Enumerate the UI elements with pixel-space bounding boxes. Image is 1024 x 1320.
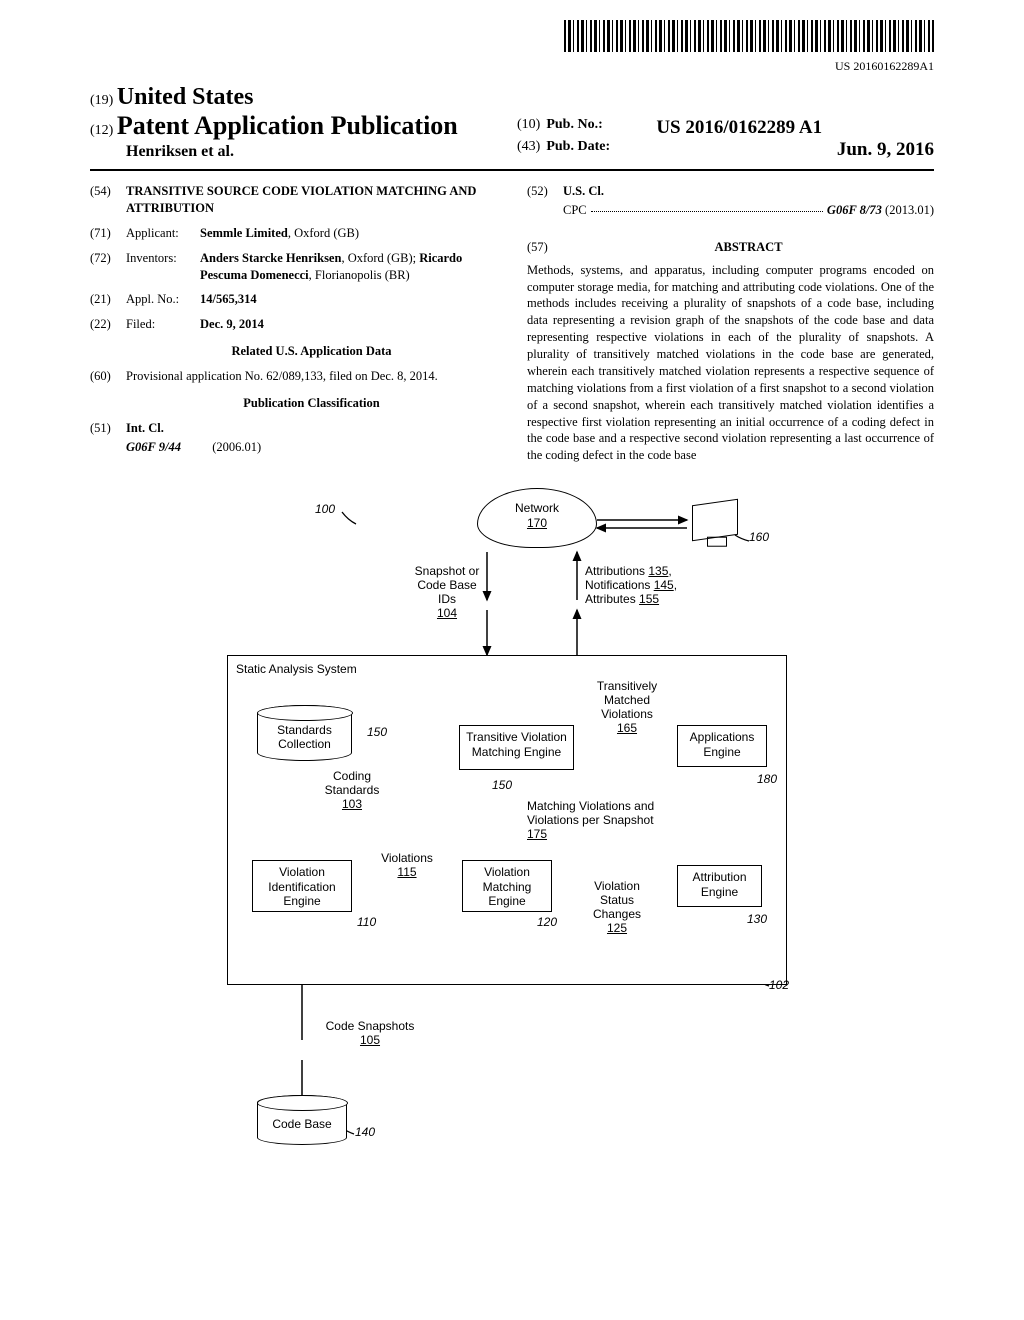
f51-num: (51) [90,420,126,437]
pubno-label: Pub. No.: [546,117,656,139]
f51-code: G06F 9/44 [126,440,181,454]
abstract-label: ABSTRACT [563,239,934,256]
f21-num: (21) [90,291,126,308]
ref-150a: 150 [367,725,387,739]
ref-100: 100 [315,502,335,516]
related-header: Related U.S. Application Data [90,343,497,360]
barcode [564,20,934,52]
ref-130: 130 [747,912,767,926]
apps-engine-box: Applications Engine [677,725,767,767]
f60-text: Provisional application No. 62/089,133, … [126,368,497,385]
f57-num: (57) [527,239,563,256]
f54-text: TRANSITIVE SOURCE CODE VIOLATION MATCHIN… [126,183,497,217]
ref-150b: 150 [492,778,512,792]
tmv-label: Transitively Matched Violations 165 [582,680,672,735]
f21-label: Appl. No.: [126,291,200,308]
f22-label: Filed: [126,316,200,333]
class-header: Publication Classification [90,395,497,412]
ref-180: 180 [757,772,777,786]
code-snapshots-label: Code Snapshots 105 [315,1020,425,1048]
pubdate-num: (43) [517,139,540,161]
f22-num: (22) [90,316,126,333]
f71-label: Applicant: [126,225,200,242]
authors: Henriksen et al. [90,143,507,161]
f52-date: (2013.01) [885,202,934,219]
ref-140: 140 [355,1125,375,1139]
barcode-text: US 20160162289A1 [90,59,934,74]
f51-label: Int. Cl. [126,420,497,437]
f52-prefix: CPC [563,202,587,219]
ref-120: 120 [537,915,557,929]
country: United States [117,84,254,110]
attributions-label: Attributions 135, Notifications 145, Att… [585,565,705,606]
ref-160: 160 [749,530,769,544]
f21-text: 14/565,314 [200,291,497,308]
header-rule [90,169,934,171]
f52-num: (52) [527,183,563,200]
abstract-text: Methods, systems, and apparatus, includi… [527,262,934,465]
vme-box: Violation Matching Engine [462,860,552,912]
f60-num: (60) [90,368,126,385]
ref-102: 102 [769,978,789,992]
pubno-num: (10) [517,117,540,139]
pub-title: Patent Application Publication [117,111,458,140]
coding-std-label: Coding Standards 103 [312,770,392,811]
country-num: (19) [90,93,113,108]
code-base-cyl: Code Base [257,1095,347,1145]
mvvs-label: Matching Violations and Violations per S… [527,800,687,841]
pubno-val: US 2016/0162289 A1 [656,117,822,139]
f52-code: G06F 8/73 [827,202,882,219]
network-cloud: Network 170 [477,488,597,548]
f51-date: (2006.01) [212,440,261,454]
f54-num: (54) [90,183,126,217]
snapshot-label: Snapshot or Code Base IDs 104 [412,565,482,620]
violations-label: Violations 115 [372,852,442,880]
f52-label: U.S. Cl. [563,183,934,200]
pub-num: (12) [90,123,113,138]
f71-num: (71) [90,225,126,242]
f72-label: Inventors: [126,250,200,284]
system-diagram: 100 Network 170 160 Snapshot or Code Bas… [187,480,837,1160]
f72-num: (72) [90,250,126,284]
vsc-label: Violation Status Changes 125 [582,880,652,935]
ref-110: 110 [357,915,376,929]
standards-cyl: Standards Collection [257,705,352,761]
barcode-area [90,20,934,57]
pubdate-label: Pub. Date: [546,139,656,161]
monitor-icon [692,499,738,541]
pubdate-val: Jun. 9, 2016 [656,139,934,161]
tvme-box: Transitive Violation Matching Engine [459,725,574,770]
vie-box: Violation Identification Engine [252,860,352,912]
attr-engine-box: Attribution Engine [677,865,762,907]
f22-text: Dec. 9, 2014 [200,316,497,333]
